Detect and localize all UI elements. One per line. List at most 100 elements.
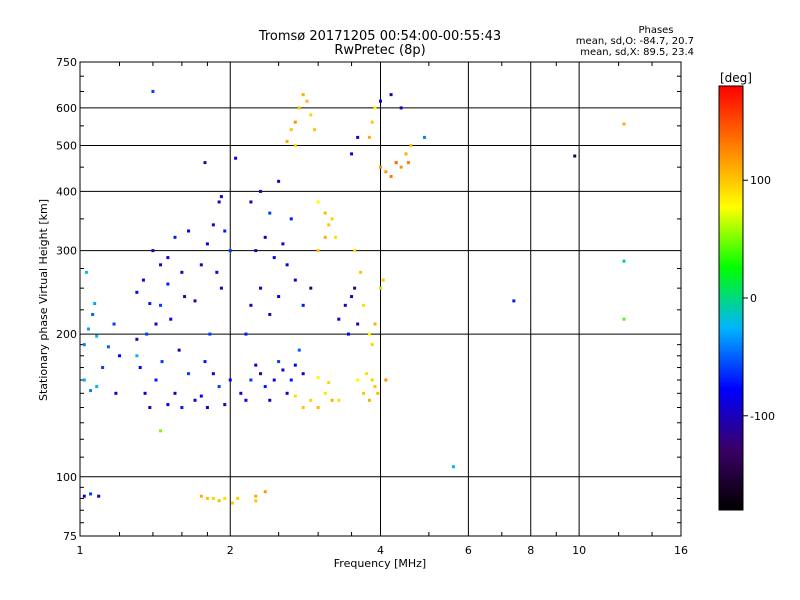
data-point bbox=[285, 139, 289, 143]
data-point bbox=[333, 235, 337, 239]
data-point bbox=[350, 152, 354, 156]
data-point bbox=[316, 249, 320, 253]
data-point bbox=[268, 312, 272, 316]
data-point bbox=[259, 286, 263, 290]
data-point bbox=[263, 490, 267, 494]
data-point bbox=[101, 366, 105, 370]
data-point bbox=[138, 366, 142, 370]
data-point bbox=[93, 302, 97, 306]
data-point bbox=[234, 156, 238, 160]
y-tick-label: 600 bbox=[56, 102, 77, 115]
y-tick-label: 300 bbox=[56, 245, 77, 258]
data-point bbox=[205, 406, 209, 410]
data-point bbox=[365, 372, 369, 376]
data-point bbox=[272, 378, 276, 382]
data-point bbox=[151, 249, 155, 253]
data-point bbox=[384, 170, 388, 174]
data-point bbox=[373, 322, 377, 326]
data-point bbox=[217, 499, 221, 503]
chart-title: Tromsø 20171205 00:54:00-00:55:43 bbox=[258, 29, 501, 44]
data-point bbox=[370, 378, 374, 382]
data-point bbox=[169, 317, 173, 321]
data-point bbox=[297, 106, 301, 110]
data-point bbox=[223, 403, 227, 407]
colorbar-tick-label: 0 bbox=[750, 292, 757, 305]
y-tick-label: 75 bbox=[63, 530, 77, 543]
data-point bbox=[409, 143, 413, 147]
data-point bbox=[293, 363, 297, 367]
data-point bbox=[309, 286, 313, 290]
x-tick-label: 2 bbox=[227, 544, 234, 557]
data-point bbox=[376, 391, 380, 395]
colorbar: [deg] 100 0 -100 bbox=[718, 71, 775, 511]
y-tick-label: 400 bbox=[56, 185, 77, 198]
data-point bbox=[285, 391, 289, 395]
data-point bbox=[118, 354, 122, 358]
colorbar-tick-label: -100 bbox=[750, 410, 775, 423]
data-point bbox=[187, 372, 191, 376]
data-point bbox=[316, 406, 320, 410]
data-point bbox=[297, 348, 301, 352]
data-point bbox=[316, 375, 320, 379]
data-point bbox=[249, 200, 253, 204]
data-point bbox=[249, 378, 253, 382]
data-point bbox=[312, 128, 316, 132]
data-point bbox=[219, 286, 223, 290]
data-point bbox=[281, 242, 285, 246]
data-point bbox=[330, 217, 334, 221]
data-point bbox=[301, 372, 305, 376]
data-point bbox=[114, 391, 118, 395]
y-tick-label: 200 bbox=[56, 328, 77, 341]
x-axis-label: Frequency [MHz] bbox=[334, 557, 426, 570]
data-point bbox=[346, 332, 350, 336]
data-point bbox=[327, 223, 331, 227]
data-point bbox=[285, 263, 289, 267]
data-point bbox=[254, 494, 258, 498]
data-point bbox=[89, 389, 93, 393]
data-point bbox=[301, 93, 305, 97]
data-point bbox=[573, 154, 577, 158]
data-point bbox=[289, 217, 293, 221]
y-tick-label: 750 bbox=[56, 56, 77, 69]
data-point bbox=[289, 378, 293, 382]
data-point bbox=[217, 385, 221, 389]
data-point bbox=[451, 465, 455, 469]
data-point bbox=[362, 391, 366, 395]
data-point bbox=[159, 303, 163, 307]
data-point bbox=[208, 332, 212, 336]
data-point bbox=[193, 398, 197, 402]
data-point bbox=[211, 372, 215, 376]
chart-subtitle: RwPretec (8p) bbox=[334, 43, 425, 58]
x-tick-label: 6 bbox=[465, 544, 472, 557]
data-point bbox=[305, 99, 309, 103]
data-point bbox=[277, 295, 281, 299]
data-point bbox=[356, 378, 360, 382]
data-point bbox=[84, 270, 88, 274]
data-point bbox=[622, 317, 626, 321]
data-point bbox=[512, 299, 516, 303]
plot-frame bbox=[79, 61, 682, 537]
data-point bbox=[293, 120, 297, 124]
data-point bbox=[148, 302, 152, 306]
data-point bbox=[154, 378, 158, 382]
data-point bbox=[268, 211, 272, 215]
data-point bbox=[199, 394, 203, 398]
data-point bbox=[173, 235, 177, 239]
data-point bbox=[622, 259, 626, 263]
data-point bbox=[244, 332, 248, 336]
x-tick-label: 4 bbox=[377, 544, 384, 557]
data-point bbox=[254, 249, 258, 253]
data-point bbox=[151, 89, 155, 93]
data-point bbox=[281, 368, 285, 372]
data-point bbox=[223, 229, 227, 233]
data-point bbox=[254, 499, 258, 503]
data-point bbox=[199, 494, 203, 498]
data-point bbox=[135, 354, 139, 358]
data-point bbox=[309, 113, 313, 117]
data-point bbox=[82, 343, 86, 347]
stats-x-line: mean, sd,X: 89.5, 23.4 bbox=[580, 47, 694, 58]
data-point bbox=[359, 270, 363, 274]
data-point bbox=[353, 249, 357, 253]
data-point bbox=[277, 179, 281, 183]
data-point bbox=[404, 152, 408, 156]
